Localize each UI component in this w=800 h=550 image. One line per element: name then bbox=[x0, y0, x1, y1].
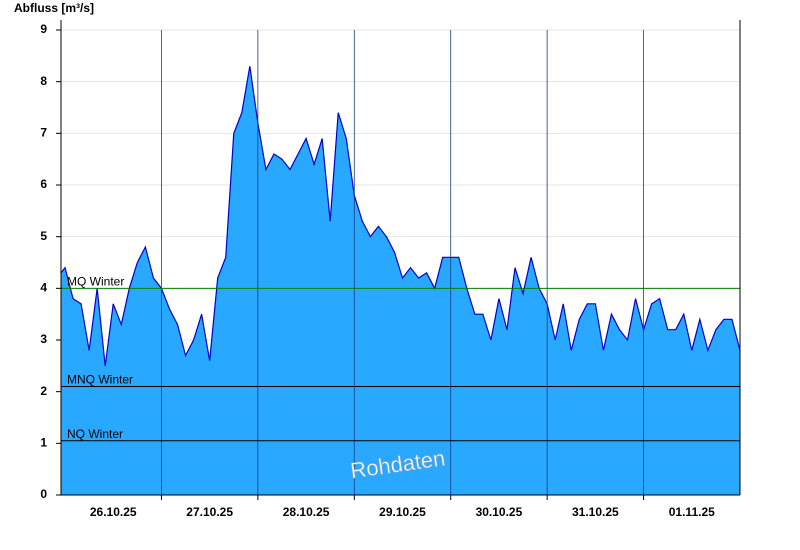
y-tick-label: 0 bbox=[40, 487, 47, 501]
x-tick-label: 26.10.25 bbox=[90, 505, 137, 519]
y-tick-label: 6 bbox=[40, 177, 47, 191]
reference-label: MNQ Winter bbox=[67, 373, 133, 387]
y-tick-label: 7 bbox=[40, 126, 47, 140]
x-tick-label: 01.11.25 bbox=[669, 505, 715, 519]
y-tick-label: 2 bbox=[40, 384, 47, 398]
overlay: 0 1 2 3 4 5 6 7 8 9 26.10.25 27.10.25 28.10.25 29.10.… bbox=[40, 20, 741, 519]
reference-label: NQ Winter bbox=[67, 427, 123, 441]
y-axis-label: Abfluss [m³/s] bbox=[14, 1, 94, 15]
y-tick-label: 4 bbox=[40, 281, 47, 295]
x-tick-label: 27.10.25 bbox=[186, 505, 233, 519]
x-tick-label: 31.10.25 bbox=[572, 505, 619, 519]
x-tick-label: 28.10.25 bbox=[283, 505, 330, 519]
y-tick-label: 9 bbox=[40, 22, 47, 36]
y-tick-label: 5 bbox=[40, 229, 47, 243]
x-tick-label: 29.10.25 bbox=[379, 505, 426, 519]
x-tick-label: 30.10.25 bbox=[476, 505, 523, 519]
area bbox=[61, 66, 740, 496]
plot bbox=[60, 66, 741, 496]
y-tick-label: 8 bbox=[40, 74, 47, 88]
line bbox=[60, 66, 741, 366]
y-tick-label: 3 bbox=[40, 332, 47, 346]
y-tick-label: 1 bbox=[40, 436, 47, 450]
reference-label: MQ Winter bbox=[67, 275, 124, 289]
